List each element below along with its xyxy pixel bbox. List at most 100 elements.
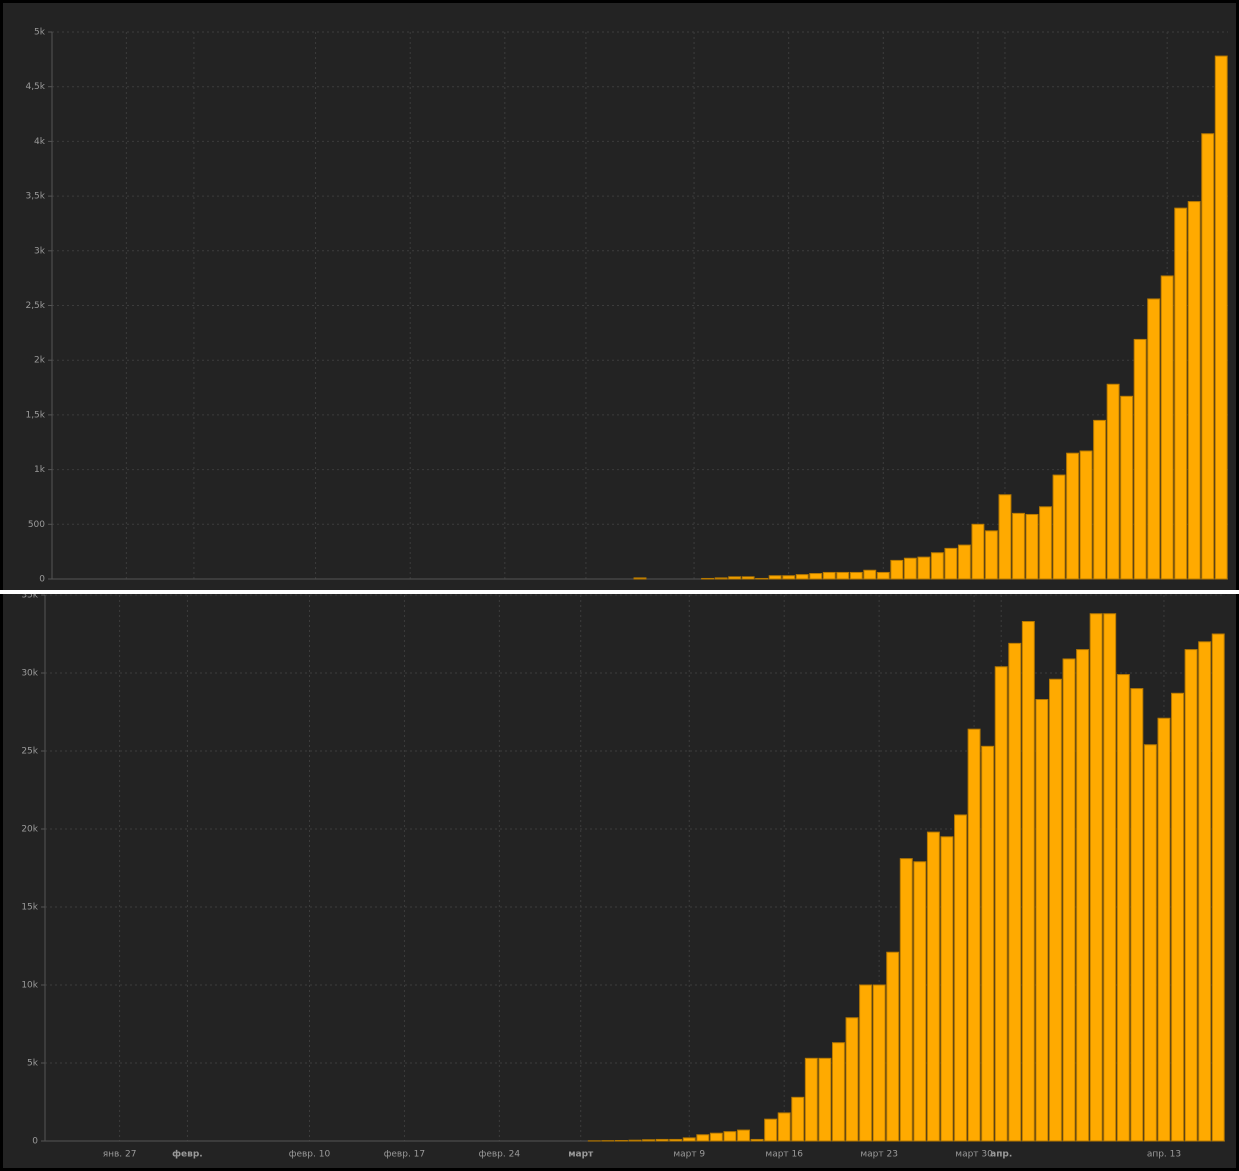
bar [1008, 642, 1022, 1142]
bar [1062, 658, 1076, 1142]
x-tick-label: март 9 [673, 1150, 705, 1160]
bar [1198, 641, 1212, 1142]
bar [930, 552, 944, 580]
y-tick-label: 35k [21, 591, 38, 601]
bar [886, 951, 900, 1142]
bar [863, 569, 877, 580]
bar [642, 1139, 656, 1142]
x-tick-label: апр. 13 [1147, 1150, 1181, 1160]
x-tick-label: февр. 24 [479, 1150, 521, 1160]
bar [777, 1112, 791, 1142]
bar [1187, 201, 1201, 580]
x-tick-label: февр. 17 [384, 1150, 425, 1160]
y-tick-label: 0 [39, 575, 45, 585]
bar [1079, 450, 1093, 580]
y-tick-label: 0 [32, 1137, 38, 1147]
top-panel [3, 3, 1236, 590]
y-tick-label: 30k [21, 669, 38, 679]
bar [795, 574, 809, 580]
bar [899, 858, 913, 1142]
bar [1171, 692, 1184, 1142]
bar [755, 577, 769, 580]
x-tick-label: апр. [990, 1150, 1012, 1160]
bar [849, 571, 863, 580]
chart-bottom: 0 5k 10k 15k 20k 25k 30k 35k янв. 27 февр. февр. 1… [21, 591, 1225, 1160]
bar [728, 576, 742, 580]
bar [836, 571, 850, 580]
bar [1052, 474, 1066, 580]
y-tick-label: 4,5k [25, 82, 45, 92]
bar [1147, 298, 1161, 580]
bar [1021, 621, 1035, 1142]
bar [628, 1139, 642, 1142]
bar [709, 1132, 723, 1142]
y-tick-label: 25k [21, 747, 38, 757]
bar [1048, 678, 1062, 1142]
bar [940, 836, 954, 1142]
bar [967, 728, 981, 1142]
bar [876, 571, 890, 580]
separator [0, 590, 1239, 594]
x-tick-label: март 16 [765, 1150, 803, 1160]
bar [1066, 452, 1079, 580]
bar [655, 1138, 669, 1142]
bar [737, 1129, 750, 1142]
y-tick-label: 20k [21, 825, 38, 835]
bar [791, 1096, 805, 1142]
x-tick-label: февр. [172, 1150, 203, 1160]
bar [701, 577, 715, 580]
bar [831, 1042, 845, 1142]
y-tick-label: 3k [34, 246, 46, 256]
x-tick-label: март [568, 1150, 594, 1160]
y-tick-label: 5k [27, 1059, 39, 1069]
bar [1120, 395, 1134, 580]
bar [1035, 699, 1049, 1142]
bar [859, 984, 873, 1142]
bar [1201, 133, 1215, 580]
y-tick-label: 1,5k [25, 410, 45, 420]
bar [971, 523, 985, 580]
bar [1039, 506, 1052, 580]
bar [822, 571, 836, 580]
bar [917, 556, 931, 580]
bar [1076, 649, 1090, 1142]
bar [944, 547, 958, 580]
y-tick-label: 500 [28, 520, 45, 530]
bar [1160, 275, 1174, 580]
y-tick-label: 5k [34, 28, 46, 38]
bar [714, 577, 728, 580]
y-tick-label: 15k [21, 903, 38, 913]
bar [1157, 717, 1171, 1142]
bar [1214, 55, 1228, 580]
bar [1106, 383, 1120, 580]
bar [669, 1138, 683, 1142]
bar [1143, 744, 1157, 1142]
bar [954, 814, 967, 1142]
bar [741, 576, 755, 580]
x-tick-label: март 30 [955, 1150, 993, 1160]
bar [1103, 613, 1117, 1142]
bar [985, 530, 998, 580]
bar [1184, 649, 1198, 1142]
bar [818, 1057, 832, 1142]
bar [1025, 513, 1039, 580]
bar [926, 831, 940, 1142]
bar [804, 1057, 818, 1142]
bar [1012, 512, 1025, 580]
bar [1133, 338, 1147, 580]
bar [764, 1118, 778, 1142]
bar [633, 577, 647, 580]
x-tick-label: янв. 27 [103, 1150, 137, 1160]
x-tick-label: март 23 [860, 1150, 898, 1160]
y-tick-label: 2k [34, 356, 46, 366]
bar [998, 494, 1012, 580]
bar [809, 573, 823, 580]
bar [1089, 613, 1103, 1142]
bar [890, 559, 904, 580]
chart-top: 0 500 1k 1,5k 2k 2,5k 3k 3,5k 4k 4,5k 5k [25, 28, 1228, 585]
bar [957, 544, 971, 580]
bar [994, 666, 1008, 1142]
bar [1093, 419, 1107, 580]
bar [723, 1131, 737, 1142]
